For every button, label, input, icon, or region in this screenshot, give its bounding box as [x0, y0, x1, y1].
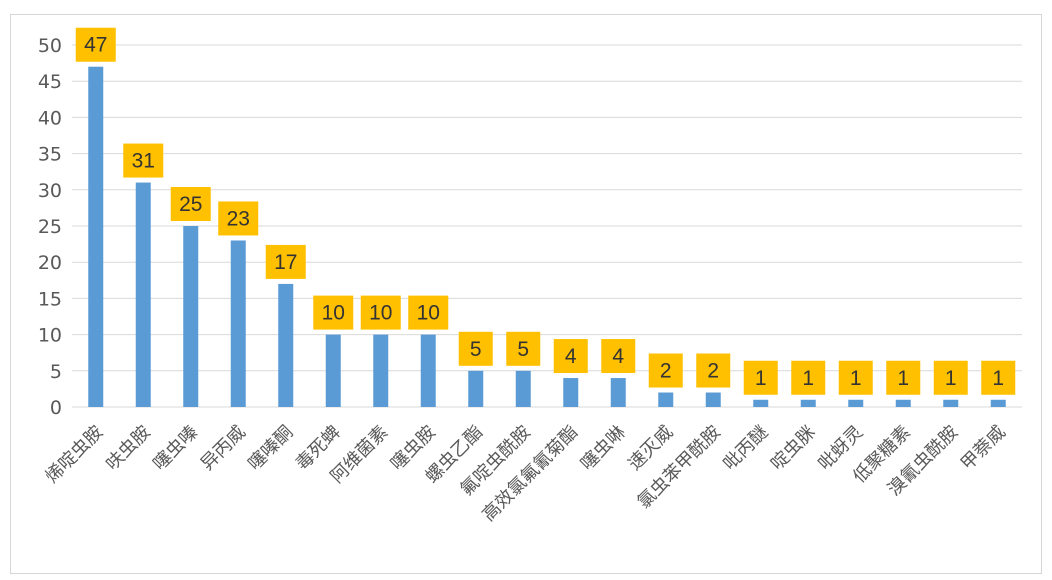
data-label: 4 — [565, 345, 577, 368]
data-label-box — [218, 201, 259, 236]
bar — [800, 399, 816, 407]
y-tick-label: 40 — [38, 107, 62, 129]
data-label: 10 — [322, 302, 345, 325]
bar — [895, 399, 911, 407]
bar — [563, 378, 579, 407]
x-category-label: 甲萘威 — [957, 422, 1010, 475]
data-label: 1 — [897, 367, 909, 390]
y-tick-label: 15 — [38, 288, 62, 310]
data-label-box — [981, 360, 1016, 395]
bar — [610, 378, 626, 407]
x-category-label: 烯啶虫胺 — [42, 422, 108, 488]
data-label-box — [265, 244, 306, 279]
data-label-box — [123, 143, 164, 178]
bar — [705, 392, 721, 407]
bar — [943, 399, 959, 407]
data-label-box — [170, 187, 211, 221]
data-label: 10 — [369, 302, 392, 325]
data-label: 5 — [470, 338, 482, 361]
data-label-box — [553, 339, 588, 374]
data-label: 2 — [707, 360, 719, 383]
y-tick-label: 45 — [38, 71, 62, 93]
data-label: 10 — [417, 302, 440, 325]
data-label: 5 — [517, 338, 529, 361]
x-category-label: 啶虫脒 — [767, 422, 820, 475]
bar — [373, 334, 389, 407]
y-tick-label: 5 — [50, 361, 62, 383]
data-label: 2 — [660, 360, 672, 383]
bar — [990, 399, 1006, 407]
data-label: 1 — [755, 367, 767, 390]
data-label: 1 — [945, 367, 957, 390]
bar — [135, 182, 151, 407]
data-label-box — [313, 295, 354, 330]
data-label: 1 — [802, 367, 814, 390]
data-label-box — [648, 353, 683, 388]
bar — [848, 399, 864, 407]
x-category-label: 噻虫嗪 — [149, 422, 202, 475]
bar — [420, 334, 436, 407]
y-tick-label: 20 — [38, 252, 62, 274]
data-label: 1 — [850, 367, 862, 390]
y-tick-label: 0 — [50, 397, 62, 419]
bar — [515, 370, 531, 407]
x-category-label: 氯虫苯甲酰胺 — [634, 422, 725, 513]
bar — [468, 370, 484, 407]
data-label-box — [791, 360, 826, 395]
y-axis-ticks: 0 5 10 15 20 25 30 35 40 45 50 — [38, 35, 62, 419]
x-category-label: 噻虫啉 — [577, 422, 630, 475]
x-category-label: 呋虫胺 — [102, 422, 155, 475]
bar — [325, 334, 341, 407]
chart-frame — [10, 14, 1042, 574]
data-label-box — [696, 353, 731, 388]
data-label-box — [360, 295, 401, 330]
data-label-box — [408, 295, 449, 330]
data-labels: 47 31 25 23 17 10 10 10 5 5 4 4 2 2 1 1 1 1 1 1 — [75, 27, 1016, 395]
bar — [278, 283, 294, 407]
x-category-label: 噻嗪酮 — [244, 422, 297, 475]
y-tick-label: 10 — [38, 325, 62, 347]
data-label: 47 — [84, 34, 107, 57]
data-label: 4 — [612, 345, 624, 368]
bar — [658, 392, 674, 407]
data-label: 1 — [992, 367, 1004, 390]
data-label-box — [506, 331, 541, 366]
x-category-label: 吡丙醚 — [719, 422, 772, 475]
data-label: 25 — [179, 193, 202, 216]
y-tick-label: 35 — [38, 144, 62, 166]
data-label: 31 — [132, 150, 155, 173]
bar — [183, 226, 199, 407]
bar — [753, 399, 769, 407]
data-label-box — [458, 331, 493, 366]
bars — [88, 66, 1006, 407]
data-label-box — [838, 360, 873, 395]
data-label-box — [886, 360, 921, 395]
y-tick-label: 50 — [38, 35, 62, 57]
data-label-box — [933, 360, 968, 395]
data-label: 23 — [227, 207, 250, 230]
y-tick-label: 25 — [38, 216, 62, 238]
data-label-box — [75, 27, 116, 62]
x-axis-categories: 烯啶虫胺呋虫胺噻虫嗪异丙威噻嗪酮毒死蜱阿维菌素噻虫胺螺虫乙酯氟啶虫酰胺高效氯氟氰… — [42, 422, 1010, 526]
y-tick-label: 30 — [38, 180, 62, 202]
bar — [88, 66, 104, 407]
gridlines — [72, 44, 1022, 408]
data-label-box — [743, 360, 778, 395]
bar — [230, 240, 246, 407]
x-category-label: 异丙威 — [197, 422, 250, 475]
data-label-box — [601, 339, 636, 374]
data-label: 17 — [274, 251, 297, 274]
